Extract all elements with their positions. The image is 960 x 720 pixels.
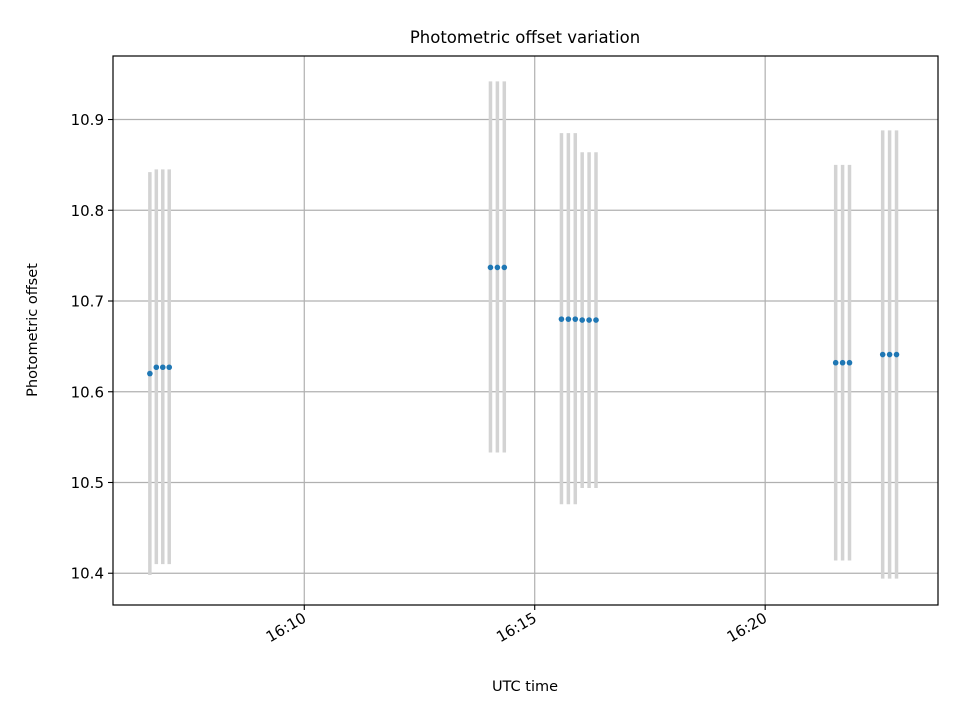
plot-frame: [112, 55, 939, 606]
y-tick-label: 10.8: [71, 202, 104, 220]
data-point: [593, 317, 599, 323]
chart-title: Photometric offset variation: [410, 28, 640, 47]
data-point: [159, 364, 166, 371]
data-point: [579, 317, 585, 323]
data-point: [147, 370, 153, 377]
data-point: [846, 359, 853, 366]
data-point: [839, 359, 846, 366]
data-point: [501, 264, 508, 271]
y-tick-label: 10.7: [71, 293, 104, 311]
grid-lines: [113, 56, 938, 605]
data-point: [586, 317, 592, 323]
data-point: [886, 351, 893, 358]
data-point: [166, 364, 173, 371]
y-tick-label: 10.9: [71, 111, 104, 129]
y-tick-label: 10.4: [71, 565, 104, 583]
data-point: [879, 351, 886, 358]
data-point: [572, 316, 579, 322]
y-tick-label: 10.6: [71, 383, 104, 401]
data-point: [494, 264, 501, 271]
y-axis-label: Photometric offset: [25, 263, 41, 397]
data-point: [565, 316, 572, 322]
y-tick-label: 10.5: [71, 474, 104, 492]
data-point: [832, 359, 839, 366]
data-point: [487, 264, 494, 271]
y-axis-ticks: 10.4 10.5 10.6 10.7 10.8 10.9: [71, 111, 113, 583]
data-point: [153, 364, 160, 371]
data-point: [893, 351, 900, 358]
data-points: [147, 264, 900, 377]
x-axis-label: UTC time: [492, 679, 558, 695]
data-point: [558, 316, 565, 322]
